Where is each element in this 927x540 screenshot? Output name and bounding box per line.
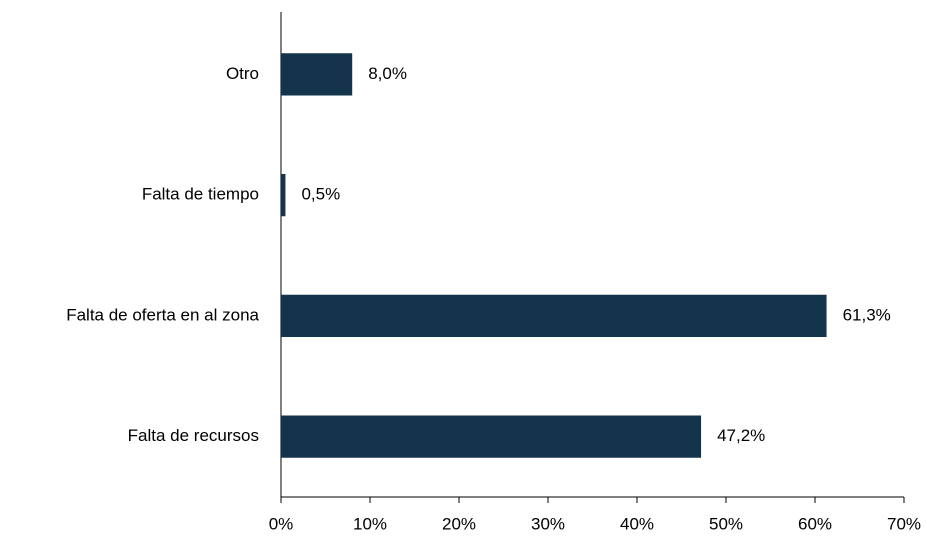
x-tick-label: 70% xyxy=(887,514,921,533)
data-label: 8,0% xyxy=(368,64,407,83)
bar xyxy=(281,53,353,96)
y-tick-label: Falta de tiempo xyxy=(142,185,259,204)
x-tick-label: 0% xyxy=(269,514,294,533)
bar xyxy=(281,415,702,458)
x-tick-label: 30% xyxy=(531,514,565,533)
x-tick-label: 10% xyxy=(353,514,387,533)
bar xyxy=(281,294,827,338)
x-tick-label: 40% xyxy=(620,514,654,533)
x-tick-label: 60% xyxy=(798,514,832,533)
y-tick-label: Falta de oferta en al zona xyxy=(66,305,259,324)
data-label: 47,2% xyxy=(717,426,765,445)
data-label: 0,5% xyxy=(301,185,340,204)
data-label: 61,3% xyxy=(843,305,891,324)
x-tick-label: 20% xyxy=(442,514,476,533)
x-tick-label: 50% xyxy=(709,514,743,533)
y-tick-label: Otro xyxy=(226,64,259,83)
y-tick-label: Falta de recursos xyxy=(128,426,259,445)
bar xyxy=(281,173,286,217)
